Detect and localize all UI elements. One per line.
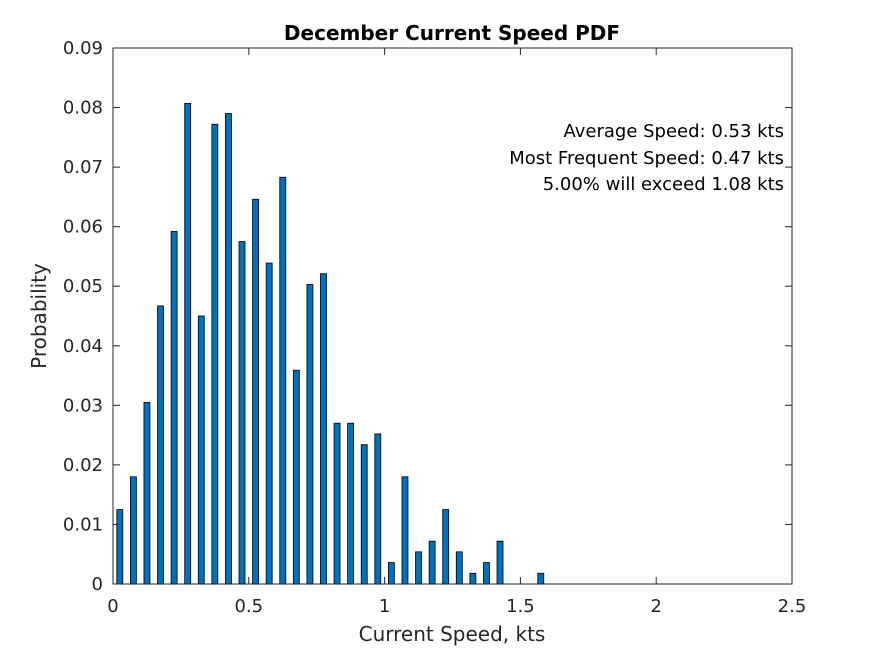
bar <box>415 551 422 585</box>
bar <box>252 198 259 585</box>
y-tick-label: 0.03 <box>63 395 103 416</box>
x-ticks: 0 0.5 1 1.5 2 2.5 <box>107 48 806 617</box>
y-tick-label: 0.07 <box>63 157 103 178</box>
x-tick-label: 0.5 <box>234 596 263 617</box>
y-tick-label: 0.09 <box>63 38 103 59</box>
bar <box>211 123 219 585</box>
x-axis-label: Current Speed, kts <box>359 622 546 646</box>
annotation-exceedance: 5.00% will exceed 1.08 kts <box>543 174 784 195</box>
bar <box>143 401 151 585</box>
bar <box>197 315 205 585</box>
annotation-most-frequent-speed: Most Frequent Speed: 0.47 kts <box>509 148 784 169</box>
bar <box>292 369 300 585</box>
x-tick-label: 2.5 <box>778 596 807 617</box>
bar <box>428 540 436 585</box>
y-axis-label: Probability <box>27 263 51 369</box>
y-tick-label: 0.06 <box>63 217 103 238</box>
x-tick-label: 1 <box>379 596 390 617</box>
bar <box>360 444 368 585</box>
y-tick-label: 0.02 <box>63 455 103 476</box>
bar <box>496 540 504 585</box>
bar <box>387 562 395 585</box>
bar <box>442 509 450 585</box>
bar <box>483 562 490 585</box>
bar <box>116 509 124 585</box>
bar <box>537 572 545 585</box>
bar <box>455 551 463 585</box>
chart-title: December Current Speed PDF <box>284 21 620 45</box>
y-tick-label: 0.08 <box>63 98 103 119</box>
bar <box>306 284 314 585</box>
x-tick-label: 0 <box>107 596 118 617</box>
annotation-average-speed: Average Speed: 0.53 kts <box>563 121 784 142</box>
bar <box>333 422 341 585</box>
bar <box>469 572 477 585</box>
y-tick-label: 0.04 <box>63 336 103 357</box>
x-tick-label: 1.5 <box>506 596 535 617</box>
bar <box>170 231 178 585</box>
bar <box>279 176 287 585</box>
bar <box>225 113 232 585</box>
plot-area: 0 0.5 1 1.5 2 2.5 0 0.01 0.02 0.03 0.04 0.05 0.06 0.… <box>63 38 806 617</box>
bar <box>320 273 327 585</box>
x-tick-label: 2 <box>650 596 661 617</box>
bar <box>374 433 382 585</box>
y-ticks: 0 0.01 0.02 0.03 0.04 0.05 0.06 0.07 0.08 0.09 <box>63 38 792 595</box>
annotations: Average Speed: 0.53 kts Most Frequent Sp… <box>509 121 784 195</box>
y-tick-label: 0.01 <box>63 514 103 535</box>
bar <box>347 422 355 585</box>
bars <box>116 102 545 585</box>
bar <box>238 241 246 585</box>
bar <box>401 476 409 585</box>
bar <box>157 305 164 585</box>
y-tick-label: 0.05 <box>63 276 103 297</box>
y-tick-label: 0 <box>92 574 103 595</box>
bar <box>184 102 192 585</box>
bar <box>265 262 273 585</box>
bar <box>129 476 137 585</box>
